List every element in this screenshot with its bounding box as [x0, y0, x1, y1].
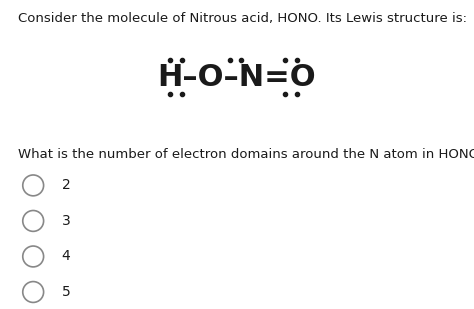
- Text: 5: 5: [62, 285, 70, 299]
- Text: 4: 4: [62, 249, 70, 264]
- Text: 2: 2: [62, 178, 70, 193]
- Text: What is the number of electron domains around the N atom in HONO?: What is the number of electron domains a…: [18, 148, 474, 161]
- Text: Consider the molecule of Nitrous acid, HONO. Its Lewis structure is:: Consider the molecule of Nitrous acid, H…: [18, 12, 467, 25]
- Text: 3: 3: [62, 214, 70, 228]
- Text: H–O–N=O: H–O–N=O: [158, 63, 316, 92]
